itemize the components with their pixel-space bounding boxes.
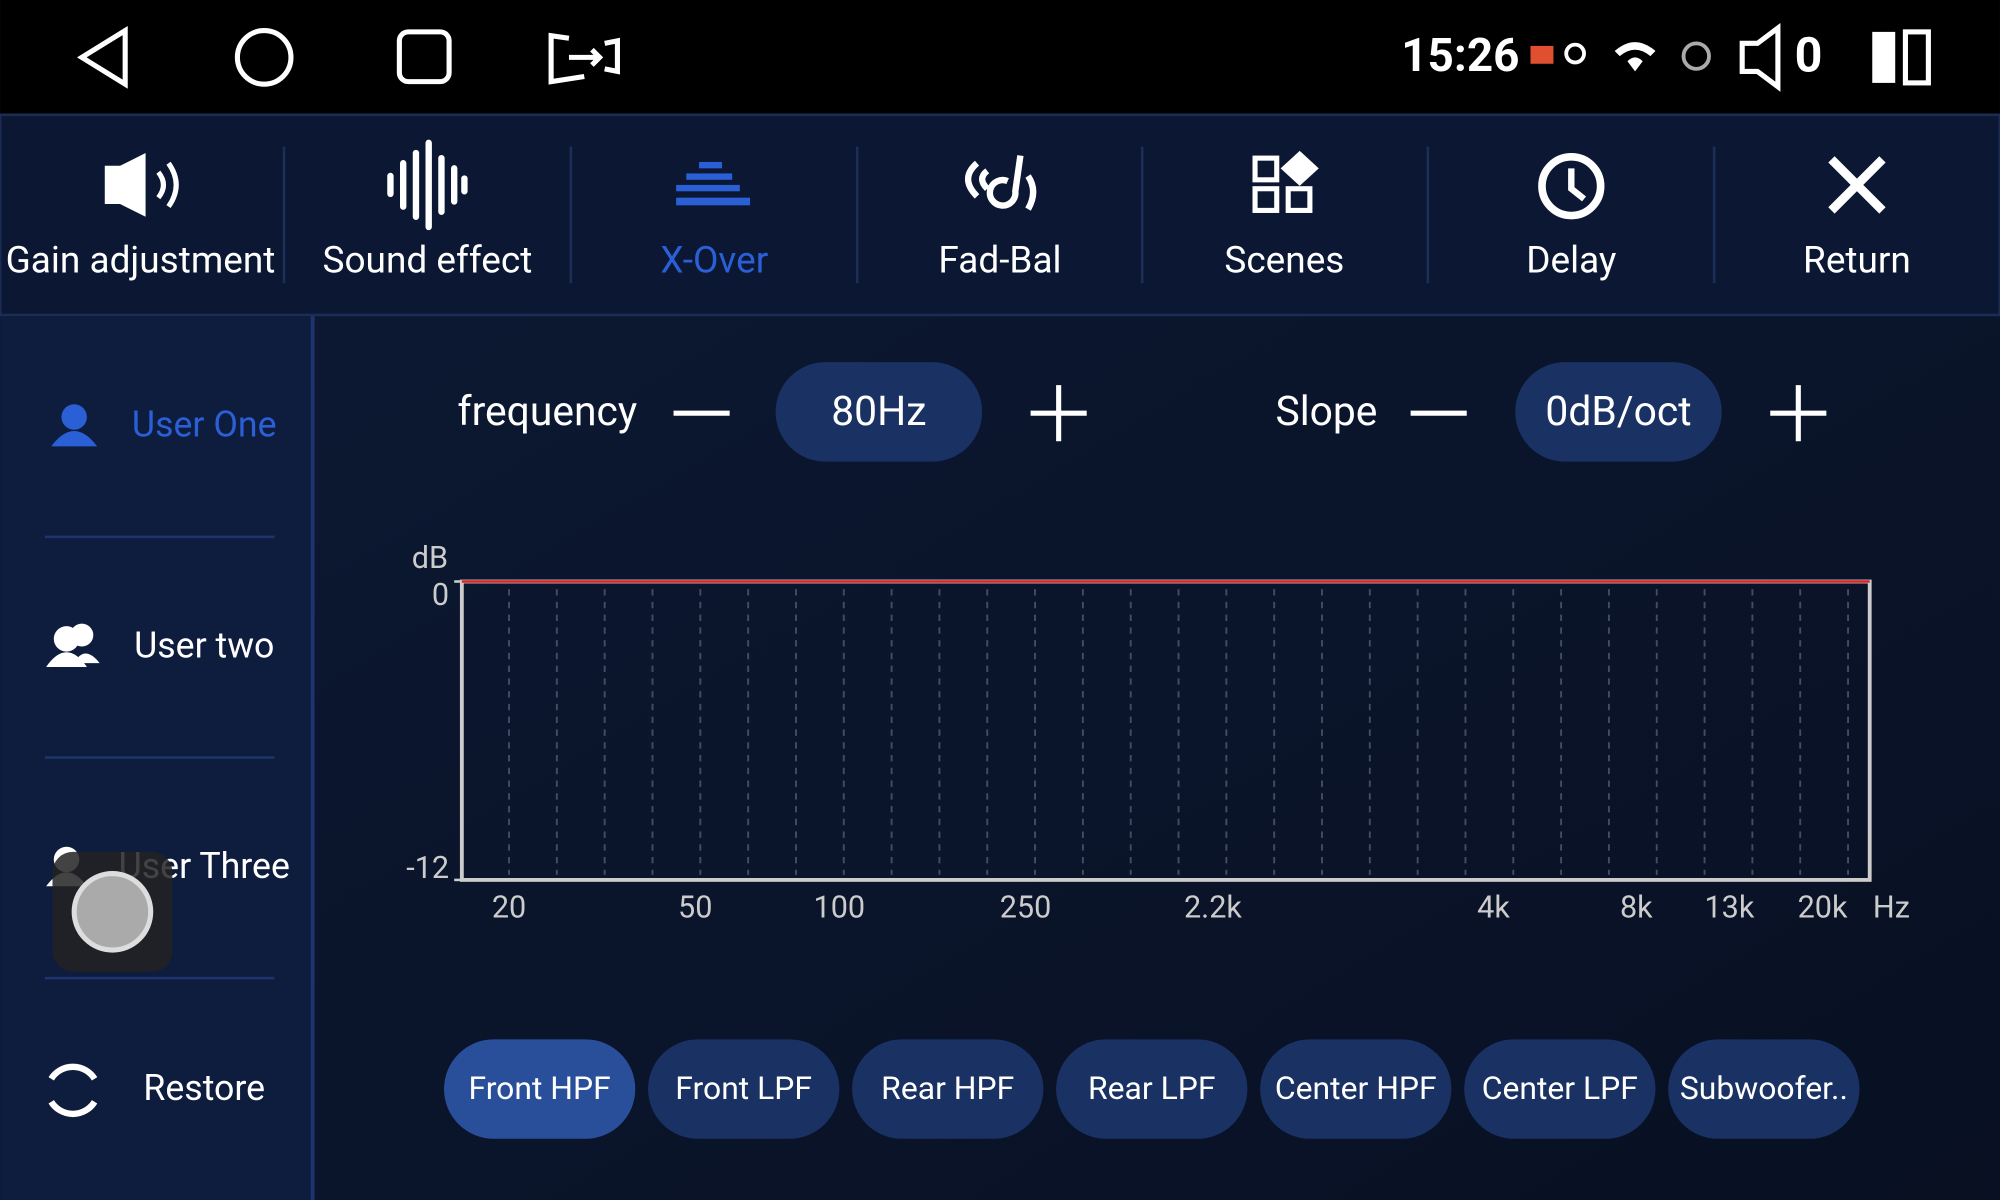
tab-icons xyxy=(104,139,1886,231)
tab-icon xyxy=(104,153,146,217)
user-label: User two xyxy=(134,624,274,666)
tab[interactable]: X-Over xyxy=(660,239,768,282)
filter-pill xyxy=(443,1039,636,1139)
filter-pill xyxy=(648,1039,840,1139)
tab-label: Scenes xyxy=(1224,239,1344,282)
y-unit: dB xyxy=(412,541,448,576)
tabs: Gain adjustment Sound effect X-Over Fad-Bal… xyxy=(6,146,1911,284)
x-unit: Hz xyxy=(1873,890,1910,925)
x-tick-label: 8k xyxy=(1620,890,1653,925)
tab-icon xyxy=(1538,153,1605,220)
tab[interactable]: Scenes xyxy=(1224,239,1344,282)
filter-button[interactable]: Rear LPF xyxy=(1056,1039,1248,1139)
wifi-icon xyxy=(1614,42,1656,72)
restore-button[interactable]: Restore xyxy=(143,1067,265,1109)
frequency-plus[interactable] xyxy=(1030,385,1087,442)
user-label: Restore xyxy=(143,1067,265,1109)
tab-label: Fad-Bal xyxy=(938,239,1061,282)
slope-pill xyxy=(1515,362,1722,462)
y-tick-label: 0 xyxy=(432,578,449,613)
tab-bar xyxy=(0,113,2000,317)
frequency-label: frequency xyxy=(457,387,637,435)
filter-pill xyxy=(1668,1039,1860,1139)
filter-label: Front LPF xyxy=(675,1069,812,1107)
filter-label: Subwoofer.. xyxy=(1680,1069,1848,1107)
filter-button[interactable]: Front LPF xyxy=(648,1039,840,1139)
y-tick-label: -12 xyxy=(406,851,449,886)
filter-pill xyxy=(852,1039,1044,1139)
tab-icon xyxy=(387,139,468,231)
nav-icons xyxy=(76,22,1781,92)
x-tick-label: 250 xyxy=(1000,890,1052,925)
tab-icon xyxy=(1252,150,1319,213)
x-tick-label: 4k xyxy=(1477,890,1510,925)
slope-label: Slope xyxy=(1275,387,1377,435)
back-button[interactable] xyxy=(76,26,128,89)
tab-label: Sound effect xyxy=(323,239,533,282)
filter-pill xyxy=(1464,1039,1656,1139)
home-button[interactable] xyxy=(234,28,294,87)
tab[interactable]: Sound effect xyxy=(323,239,533,282)
filter-pill xyxy=(1260,1039,1452,1139)
filter-button[interactable]: Front HPF xyxy=(443,1039,636,1139)
recents-button[interactable] xyxy=(396,29,452,85)
split-icon xyxy=(1872,31,1896,83)
tab-label: X-Over xyxy=(660,239,768,282)
tab[interactable]: Gain adjustment xyxy=(6,239,276,282)
tab[interactable]: Fad-Bal xyxy=(938,239,1061,282)
filter-label: Rear LPF xyxy=(1088,1069,1216,1107)
tab-icon xyxy=(156,161,179,209)
status-icon xyxy=(1530,45,1554,64)
controls: frequency 80Hz Slope 0dB/oct xyxy=(457,362,1827,462)
x-tick-label: 20k xyxy=(1798,890,1848,925)
user-icon xyxy=(46,623,100,667)
frequency-value: 80Hz xyxy=(831,387,926,435)
tab-label: Return xyxy=(1803,239,1911,282)
status-icons xyxy=(1530,29,1931,86)
status-icon xyxy=(1564,42,1586,65)
clock: 15:26 xyxy=(1401,29,1519,83)
tab-icon xyxy=(964,155,1037,211)
tab-label: Gain adjustment xyxy=(6,239,276,282)
volume-level: 0 xyxy=(1795,26,1823,83)
status-bar xyxy=(0,0,2000,115)
x-tick-label: 100 xyxy=(814,890,866,925)
split-icon xyxy=(1902,29,1931,86)
filter-label: Front HPF xyxy=(468,1069,610,1107)
assistive-touch[interactable] xyxy=(52,851,173,972)
filter-label: Center LPF xyxy=(1482,1069,1638,1107)
user-item[interactable]: User two xyxy=(134,624,274,666)
filter-button[interactable]: Rear HPF xyxy=(852,1039,1044,1139)
filter-label: Rear HPF xyxy=(881,1069,1014,1107)
user-label: User One xyxy=(132,404,277,446)
tab[interactable]: Return xyxy=(1803,239,1911,282)
hotspot-icon xyxy=(1681,41,1711,71)
user-icon xyxy=(51,404,98,447)
user-item[interactable]: User One xyxy=(132,404,277,446)
slope-value: 0dB/oct xyxy=(1545,387,1691,435)
filter-button[interactable]: Center HPF xyxy=(1260,1039,1452,1139)
tab-label: Delay xyxy=(1526,239,1617,282)
x-tick-label: 50 xyxy=(678,890,712,925)
cast-button[interactable] xyxy=(548,32,620,85)
x-tick-label: 2.2k xyxy=(1184,890,1242,925)
slope-plus[interactable] xyxy=(1770,385,1827,442)
response-graph: dB Hz 0 -12 20 50 100 250 2.2k 4k 8k 13k 20k xyxy=(406,541,1910,925)
filter-button[interactable]: Center LPF xyxy=(1464,1039,1656,1139)
x-tick-label: 20 xyxy=(492,890,526,925)
x-tick-label: 13k xyxy=(1704,890,1754,925)
frequency-pill xyxy=(775,362,983,462)
filter-button[interactable]: Subwoofer.. xyxy=(1668,1039,1860,1139)
filter-pill xyxy=(1056,1039,1248,1139)
filter-label: Center HPF xyxy=(1275,1069,1437,1107)
tab[interactable]: Delay xyxy=(1526,239,1617,282)
tab-icon xyxy=(676,161,751,206)
tab-icon xyxy=(1828,156,1886,214)
filter-buttons: Front HPF Front LPF Rear HPF Rear LPF Center… xyxy=(443,1039,1860,1139)
volume-icon xyxy=(1739,22,1781,92)
restore-icon xyxy=(48,1063,98,1117)
